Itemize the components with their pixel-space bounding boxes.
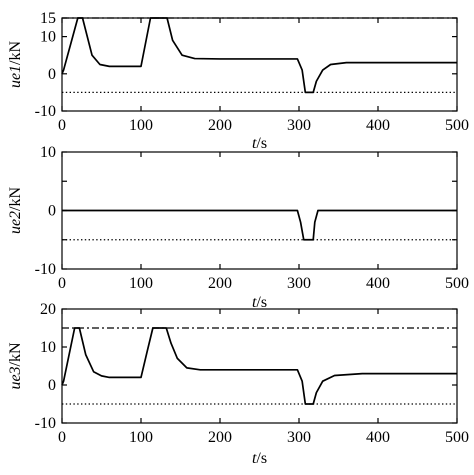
plot-frame <box>61 17 458 112</box>
x-tick-label: 100 <box>129 429 153 446</box>
x-tick-label: 0 <box>58 117 66 134</box>
x-tick-label: 400 <box>366 117 390 134</box>
x-axis-title: t/s <box>252 135 267 152</box>
x-tick-label: 100 <box>129 117 153 134</box>
x-axis-title-var: t <box>252 135 257 152</box>
y-axis-title: ue2/kN <box>7 187 24 235</box>
y-tick-label: -10 <box>35 103 56 120</box>
x-tick-label: 200 <box>208 275 232 292</box>
x-tick-label: 200 <box>208 429 232 446</box>
plot-frame <box>61 308 458 424</box>
series-solid-line <box>61 327 457 405</box>
x-tick-label: 300 <box>287 117 311 134</box>
x-tick-label: 400 <box>366 429 390 446</box>
series-solid-line <box>62 209 457 241</box>
y-axis-title: ue3/kN <box>7 342 24 390</box>
x-axis-title: t/s <box>252 294 267 311</box>
x-tick-label: 500 <box>445 275 469 292</box>
y-tick-label: 10 <box>40 29 56 46</box>
x-tick-label: 500 <box>445 117 469 134</box>
x-axis-title-unit: /s <box>256 450 267 467</box>
x-axis-title-var: t <box>252 450 257 467</box>
y-tick-label: 20 <box>40 301 56 318</box>
x-tick-label: 300 <box>287 275 311 292</box>
series-solid-line <box>61 17 457 94</box>
y-tick-label: 10 <box>40 144 56 161</box>
x-axis-title-unit: /s <box>256 135 267 152</box>
y-axis-title-var: ue2 <box>7 211 24 234</box>
x-tick-label: 100 <box>129 275 153 292</box>
y-axis-title-var: ue1 <box>7 65 24 88</box>
y-axis-title: ue1/kN <box>7 41 24 89</box>
y-axis-title-var: ue3 <box>7 366 24 389</box>
x-tick-label: 500 <box>445 429 469 446</box>
y-tick-label: -10 <box>35 261 56 278</box>
x-tick-label: 0 <box>58 275 66 292</box>
x-tick-label: 0 <box>58 429 66 446</box>
y-tick-label: -10 <box>35 415 56 432</box>
x-axis-title: t/s <box>252 450 267 467</box>
y-tick-label: 0 <box>48 66 56 83</box>
y-tick-label: 0 <box>48 377 56 394</box>
x-tick-label: 200 <box>208 117 232 134</box>
y-axis-title-unit: /kN <box>7 342 24 366</box>
x-tick-label: 300 <box>287 429 311 446</box>
y-axis-title-unit: /kN <box>7 187 24 211</box>
y-tick-label: 15 <box>40 10 56 27</box>
x-tick-label: 400 <box>366 275 390 292</box>
y-tick-label: 0 <box>48 203 56 220</box>
x-axis-title-unit: /s <box>256 294 267 311</box>
y-axis-title-unit: /kN <box>7 41 24 65</box>
y-tick-label: 10 <box>40 339 56 356</box>
x-axis-title-var: t <box>252 294 257 311</box>
